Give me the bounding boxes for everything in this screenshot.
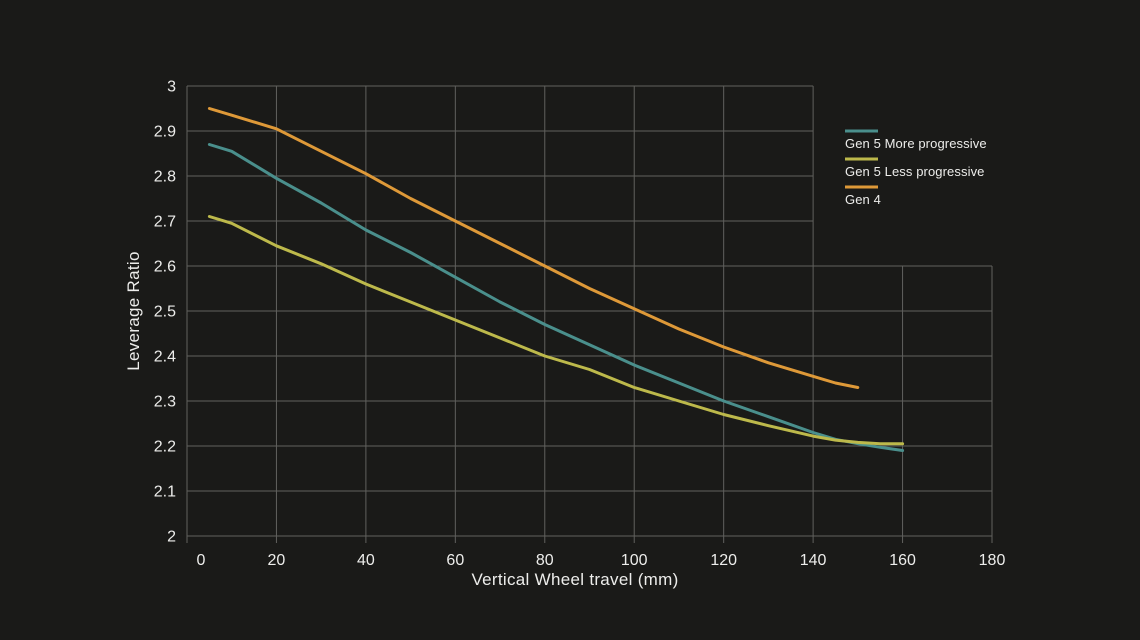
y-tick-label: 3 — [167, 79, 176, 96]
y-tick-label: 2 — [167, 529, 176, 546]
legend-label: Gen 4 — [845, 192, 881, 207]
x-tick-label: 100 — [621, 552, 648, 569]
axis-ticks — [186, 536, 993, 543]
y-tick-label: 2.8 — [154, 169, 176, 186]
x-tick-label: 20 — [268, 552, 286, 569]
x-tick-label: 180 — [979, 552, 1006, 569]
y-tick-label: 2.5 — [154, 304, 176, 321]
series-lines — [207, 107, 905, 452]
x-tick-label: 80 — [536, 552, 554, 569]
x-tick-label: 60 — [446, 552, 464, 569]
y-tick-label: 2.2 — [154, 439, 176, 456]
legend-label: Gen 5 Less progressive — [845, 164, 985, 179]
series-line-gen-4 — [207, 107, 860, 389]
x-axis-title: Vertical Wheel travel (mm) — [471, 570, 678, 589]
grid — [186, 85, 993, 537]
y-tick-label: 2.9 — [154, 124, 176, 141]
y-tick-label: 2.3 — [154, 394, 176, 411]
x-tick-label: 120 — [710, 552, 737, 569]
legend-label: Gen 5 More progressive — [845, 136, 987, 151]
series-line-gen-5-less-progressive — [207, 215, 905, 446]
y-axis-title: Leverage Ratio — [124, 251, 143, 371]
y-tick-label: 2.4 — [154, 349, 176, 366]
series-line-gen-5-more-progressive — [207, 143, 905, 452]
x-tick-label: 140 — [800, 552, 827, 569]
x-tick-label: 160 — [889, 552, 916, 569]
y-tick-label: 2.6 — [154, 259, 176, 276]
x-tick-label: 0 — [197, 552, 206, 569]
y-tick-label: 2.7 — [154, 214, 176, 231]
tick-labels: 0 20 40 60 80 100 120 140 160 180 2 2.1 2.2 2.3 2.4 2.5… — [154, 79, 1006, 570]
x-tick-label: 40 — [357, 552, 375, 569]
legend: Gen 5 More progressive Gen 5 Less progres… — [845, 129, 987, 207]
y-tick-label: 2.1 — [154, 484, 176, 501]
